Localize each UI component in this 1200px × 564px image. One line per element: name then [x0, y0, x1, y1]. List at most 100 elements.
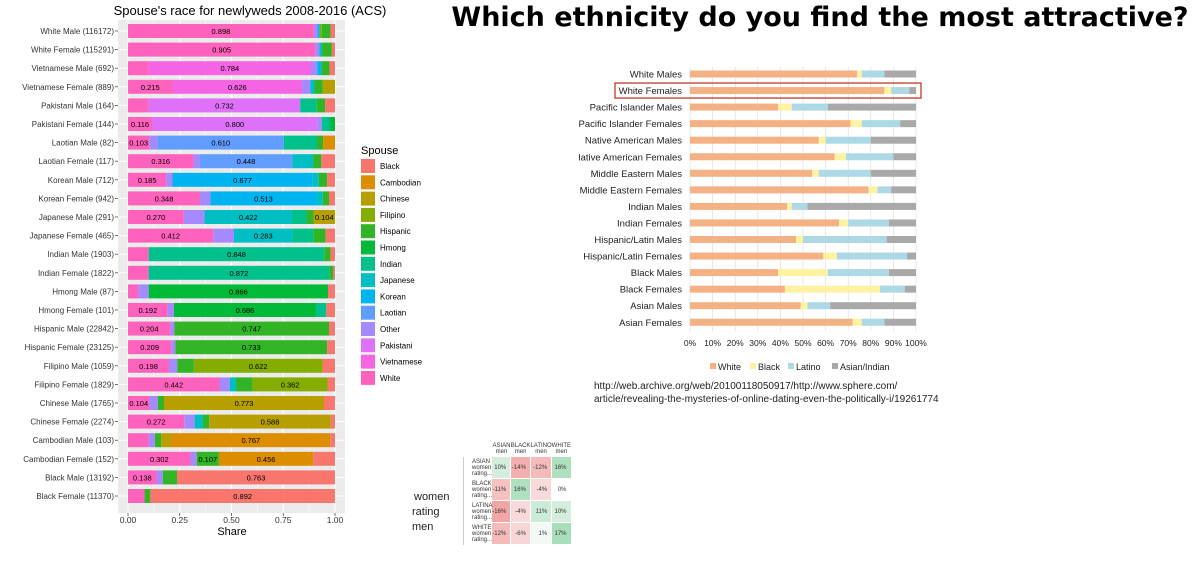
left-bar-segment	[219, 377, 230, 392]
left-bar-segment	[128, 42, 316, 57]
left-legend-swatch	[361, 322, 375, 336]
left-bar-value-label: 0.316	[151, 157, 170, 166]
rating-header-row: ASIAN men BLACK men LATINO men WHITE men	[464, 440, 571, 457]
rating-header-corner	[464, 440, 493, 457]
right-bar-segment	[830, 302, 916, 310]
left-bar-segment	[128, 433, 149, 448]
right-bar-segment	[690, 269, 779, 277]
left-bar-segment	[128, 265, 149, 280]
left-bar-value-label: 0.677	[233, 176, 252, 185]
left-bar-segment	[291, 210, 307, 224]
right-bar-segment	[845, 153, 894, 161]
left-x-tick-label: 0.75	[275, 515, 292, 525]
left-bar-segment	[152, 117, 318, 131]
left-row-label: Vietnamese Male (692)	[31, 64, 114, 73]
left-bar-segment	[194, 414, 203, 429]
rating-cell: -4%	[510, 500, 531, 523]
left-bar-segment	[128, 451, 191, 466]
left-legend-swatch	[361, 191, 375, 206]
left-bar-segment	[128, 340, 172, 355]
right-x-tick-label: 80%	[862, 338, 879, 348]
right-bar-segment	[904, 285, 916, 293]
left-bar-segment	[148, 265, 330, 280]
left-legend-label: Japanese	[380, 276, 415, 285]
right-bar-segment	[877, 186, 892, 194]
right-legend-label: Asian/Indian	[840, 362, 890, 372]
left-row-label: Hispanic Male (22842)	[34, 325, 114, 334]
left-bar-value-label: 0.747	[242, 325, 261, 334]
source-url-line-2: article/revealing-the-mysteries-of-onlin…	[594, 394, 939, 405]
left-x-tick-label: 0.25	[171, 515, 188, 525]
left-bar-segment	[327, 172, 335, 187]
right-bar-segment	[784, 285, 880, 293]
right-bar-segment	[857, 70, 862, 78]
left-row-label: Chinese Female (2274)	[30, 418, 114, 427]
left-legend-label: Other	[380, 325, 400, 334]
left-bar-segment	[313, 451, 335, 466]
right-bar-segment	[909, 87, 916, 95]
right-bar-segment	[690, 120, 851, 128]
left-bar-segment	[193, 154, 200, 169]
left-row-label: Cambodian Male (103)	[33, 436, 115, 445]
left-bar-segment	[330, 414, 335, 429]
rating-cell: 17%	[551, 522, 572, 545]
left-bar-segment	[184, 414, 195, 429]
left-bar-segment	[128, 470, 157, 485]
rating-col-header: BLACK men	[510, 442, 531, 455]
left-bar-segment	[128, 24, 314, 38]
left-bar-segment	[329, 61, 335, 76]
left-bar-segment	[128, 247, 149, 262]
left-chart-title: Spouse's race for newlyweds 2008-2016 (A…	[114, 3, 387, 18]
left-legend-swatch	[361, 354, 375, 369]
left-row-label: Indian Male (1903)	[47, 250, 114, 259]
left-bar-segment	[149, 135, 158, 150]
left-bar-value-label: 0.204	[140, 325, 159, 334]
left-bar-segment	[322, 79, 335, 94]
left-bar-segment	[318, 172, 328, 187]
left-bar-segment	[326, 303, 335, 317]
right-x-tick-label: 100%	[905, 338, 927, 348]
left-bar-segment	[330, 24, 335, 38]
left-row-label: Vietnamese Female (889)	[22, 83, 114, 92]
right-bar-segment	[807, 202, 916, 210]
left-row-label: Pakistani Female (144)	[32, 120, 115, 129]
rating-table: ASIAN men BLACK men LATINO men WHITE men…	[463, 440, 572, 545]
left-bar-segment	[172, 172, 313, 187]
left-legend-label: Black	[380, 162, 401, 171]
left-legend-swatch	[361, 256, 375, 271]
left-bar-segment	[128, 377, 220, 392]
rating-cell: -11%	[492, 478, 512, 501]
right-x-ticks: 0% 10% 20% 30% 40% 50% 60% 70% 80% 90% 100%	[684, 338, 927, 348]
left-row-label: White Male (116172)	[40, 27, 114, 36]
left-bar-segment	[317, 117, 322, 131]
left-bar-value-label: 0.103	[129, 139, 148, 148]
left-row-label: Korean Male (712)	[48, 176, 115, 185]
left-bar-segment	[148, 284, 328, 299]
left-legend: Black Cambodian Chinese Filipino Hispanic Hmo…	[361, 159, 423, 385]
right-bar-segment	[690, 252, 824, 260]
right-category-label: Black Females	[620, 285, 683, 296]
left-bar-segment	[316, 98, 326, 113]
left-bar-value-label: 0.209	[140, 343, 159, 352]
right-bar-segment	[690, 136, 819, 144]
left-bar-segment	[166, 172, 173, 187]
right-x-tick-label: 50%	[794, 338, 811, 348]
left-legend-swatch	[361, 240, 375, 255]
left-bars: 0.898 0.905 0.784 0.215 0.626 0.732 0.116 0.800…	[128, 24, 335, 503]
rating-side-label-line-1: women	[414, 491, 450, 503]
right-bar-segment	[893, 153, 916, 161]
rating-cell: -12%	[492, 522, 512, 545]
rating-cell: 16%	[551, 457, 572, 479]
left-bar-value-label: 0.622	[249, 362, 268, 371]
left-bar-segment	[327, 284, 335, 299]
left-bar-segment	[312, 172, 319, 187]
left-bar-segment	[209, 414, 331, 429]
left-bar-value-label: 0.270	[147, 213, 166, 222]
left-bar-segment	[168, 358, 178, 373]
left-legend-swatch	[361, 175, 375, 190]
left-bar-segment	[204, 210, 292, 224]
left-legend-label: Korean	[380, 292, 406, 301]
left-row-label: Laotian Male (82)	[52, 139, 115, 148]
left-bar-segment	[138, 284, 149, 299]
left-bar-segment	[174, 321, 329, 336]
